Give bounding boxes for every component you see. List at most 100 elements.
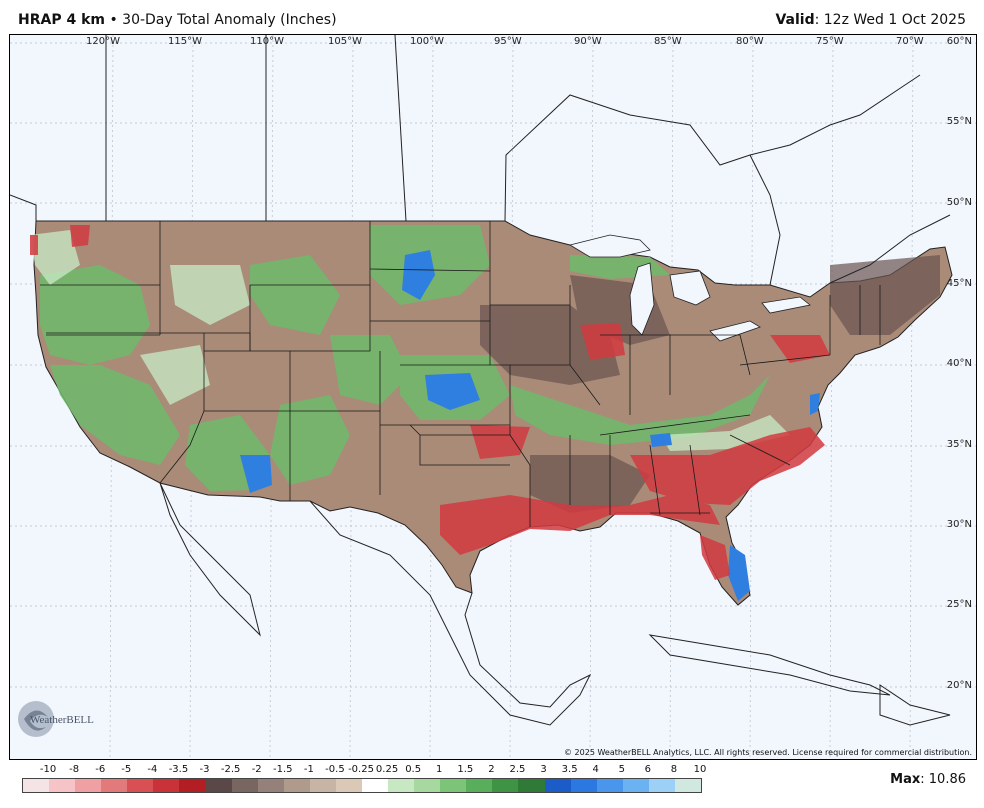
wet-anomaly-regions bbox=[40, 225, 770, 491]
lat-label-60n: 60°N bbox=[946, 36, 972, 47]
legend-swatch bbox=[205, 779, 232, 792]
legend-label: -6 bbox=[95, 764, 106, 775]
legend-label: 0.25 bbox=[375, 764, 399, 775]
legend-swatch bbox=[414, 779, 441, 792]
legend-label: 10 bbox=[693, 764, 707, 775]
lon-label-90w: 90°W bbox=[574, 36, 602, 47]
lat-label-35n: 35°N bbox=[946, 439, 972, 450]
lat-label-50n: 50°N bbox=[946, 197, 972, 208]
lat-label-55n: 55°N bbox=[946, 116, 972, 127]
lon-label-95w: 95°W bbox=[494, 36, 522, 47]
country-borders bbox=[10, 35, 951, 726]
legend-swatch bbox=[101, 779, 128, 792]
legend-swatch bbox=[518, 779, 545, 792]
legend-swatch bbox=[622, 779, 649, 792]
legend-swatch bbox=[648, 779, 675, 792]
weatherbell-logo: WeatherBELL bbox=[14, 697, 100, 741]
very-wet-regions bbox=[240, 250, 820, 601]
legend-swatch bbox=[309, 779, 336, 792]
legend-swatch bbox=[596, 779, 623, 792]
legend-swatch bbox=[674, 779, 702, 792]
legend-label: -5 bbox=[121, 764, 132, 775]
legend-label: -0.25 bbox=[348, 764, 374, 775]
legend-swatch bbox=[570, 779, 597, 792]
legend-label: -1.5 bbox=[273, 764, 293, 775]
legend-label: -1 bbox=[303, 764, 314, 775]
lon-label-115w: 115°W bbox=[168, 36, 202, 47]
valid-value: : 12z Wed 1 Oct 2025 bbox=[814, 12, 966, 28]
legend-swatch bbox=[23, 779, 50, 792]
lat-label-20n: 20°N bbox=[946, 680, 972, 691]
legend-label: 2 bbox=[488, 764, 495, 775]
lat-label-40n: 40°N bbox=[946, 358, 972, 369]
legend-swatch bbox=[179, 779, 206, 792]
model-name: HRAP 4 km bbox=[18, 12, 105, 28]
state-borders bbox=[40, 221, 881, 527]
legend-label: -4 bbox=[147, 764, 158, 775]
legend-swatch bbox=[127, 779, 154, 792]
legend-swatch bbox=[75, 779, 102, 792]
lon-label-105w: 105°W bbox=[328, 36, 362, 47]
lon-label-120w: 120°W bbox=[86, 36, 120, 47]
legend-swatch bbox=[466, 779, 493, 792]
legend-label: 5 bbox=[618, 764, 625, 775]
copyright-notice: © 2025 WeatherBELL Analytics, LLC. All r… bbox=[564, 748, 972, 757]
legend-label: -10 bbox=[39, 764, 57, 775]
legend-swatch bbox=[231, 779, 258, 792]
lon-label-110w: 110°W bbox=[250, 36, 284, 47]
map-title: HRAP 4 km • 30-Day Total Anomaly (Inches… bbox=[18, 12, 337, 28]
product-name: 30-Day Total Anomaly (Inches) bbox=[122, 12, 337, 28]
max-value: Max: 10.86 bbox=[890, 772, 966, 787]
graticule bbox=[10, 35, 976, 759]
legend-label: 4 bbox=[592, 764, 599, 775]
great-lakes bbox=[568, 234, 811, 342]
lon-label-100w: 100°W bbox=[410, 36, 444, 47]
legend-label: -8 bbox=[69, 764, 80, 775]
legend-label: 2.5 bbox=[509, 764, 526, 775]
lon-label-85w: 85°W bbox=[654, 36, 682, 47]
legend-color-bar bbox=[22, 778, 702, 793]
lon-label-80w: 80°W bbox=[736, 36, 764, 47]
lat-label-45n: 45°N bbox=[946, 278, 972, 289]
valid-time: Valid: 12z Wed 1 Oct 2025 bbox=[775, 12, 966, 28]
lon-label-75w: 75°W bbox=[816, 36, 844, 47]
slightly-wet-regions bbox=[30, 230, 790, 451]
legend-label: 6 bbox=[644, 764, 652, 775]
legend-swatch bbox=[544, 779, 571, 792]
legend-swatch bbox=[440, 779, 467, 792]
lon-label-70w: 70°W bbox=[896, 36, 924, 47]
legend-label: 1 bbox=[436, 764, 443, 775]
legend-label: -0.5 bbox=[325, 764, 345, 775]
legend-label: 3 bbox=[540, 764, 547, 775]
legend-swatch bbox=[283, 779, 310, 792]
legend-label: 1.5 bbox=[457, 764, 474, 775]
swirl-logo-icon: WeatherBELL bbox=[18, 701, 94, 737]
title-bullet: • bbox=[109, 12, 118, 28]
legend-label: 0.5 bbox=[405, 764, 422, 775]
lat-label-30n: 30°N bbox=[946, 519, 972, 530]
color-legend: -10 -8 -6 -5 -4 -3.5 -3 -2.5 -2 -1.5 -1 -0.5 -0.25 0.… bbox=[22, 764, 706, 794]
legend-label: -2.5 bbox=[220, 764, 241, 775]
very-dry-regions bbox=[30, 225, 830, 580]
legend-swatch bbox=[257, 779, 284, 792]
legend-swatch bbox=[335, 779, 363, 792]
legend-swatch bbox=[153, 779, 180, 792]
legend-label: -2 bbox=[251, 764, 262, 775]
legend-label: 8 bbox=[670, 764, 678, 775]
title-bar: HRAP 4 km • 30-Day Total Anomaly (Inches… bbox=[0, 0, 984, 34]
lat-label-25n: 25°N bbox=[946, 599, 972, 610]
legend-label: -3 bbox=[199, 764, 210, 775]
valid-label: Valid bbox=[775, 12, 815, 28]
legend-label: -3.5 bbox=[168, 764, 189, 775]
max-number: : 10.86 bbox=[920, 772, 966, 787]
legend-labels: -10 -8 -6 -5 -4 -3.5 -3 -2.5 -2 -1.5 -1 -0.5 -0.25 0.… bbox=[22, 764, 706, 778]
legend-swatch bbox=[492, 779, 519, 792]
legend-swatch bbox=[388, 779, 415, 792]
map-canvas bbox=[10, 35, 976, 759]
max-label: Max bbox=[890, 772, 921, 787]
logo-text: WeatherBELL bbox=[30, 714, 94, 726]
precip-anomaly-map[interactable]: 120°W 115°W 110°W 105°W 100°W 95°W 90°W … bbox=[9, 34, 977, 760]
legend-swatch bbox=[49, 779, 76, 792]
legend-label: 3.5 bbox=[561, 764, 578, 775]
conus-landmass bbox=[33, 220, 953, 606]
